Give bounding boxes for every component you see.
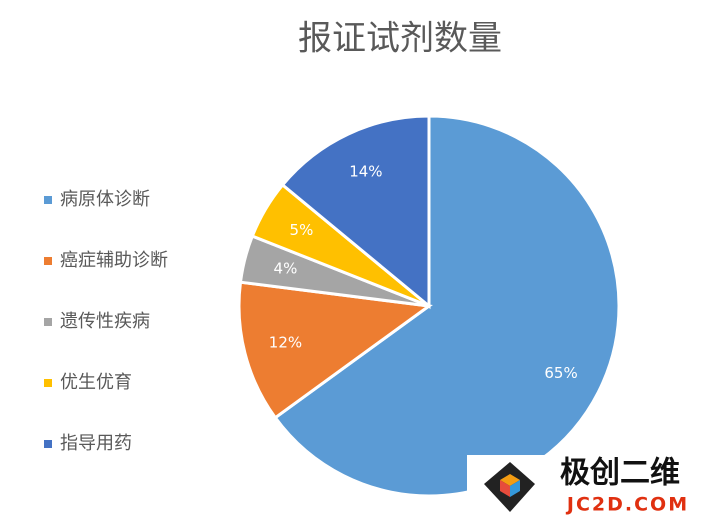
data-label: 4% [274, 260, 298, 278]
legend-swatch [44, 257, 52, 265]
pie-slice [273, 114, 621, 498]
legend-swatch [44, 379, 52, 387]
legend-label: 病原体诊断 [60, 189, 150, 210]
data-label: 65% [544, 364, 577, 382]
watermark: 极创二维 JC2D.COM [467, 455, 717, 518]
data-label: 12% [269, 333, 302, 351]
legend-swatch [44, 196, 52, 204]
data-label: 14% [349, 162, 382, 180]
pie-slice [280, 114, 431, 310]
pie-slice [237, 280, 433, 420]
watermark-name: 极创二维 [560, 456, 680, 491]
legend-label: 遗传性疾病 [60, 311, 150, 332]
legend-swatch [44, 318, 52, 326]
chart-title: 报证试剂数量 [298, 19, 502, 59]
data-label: 5% [290, 221, 314, 239]
watermark-url: JC2D.COM [565, 494, 689, 516]
legend-label: 优生优育 [60, 372, 132, 393]
legend-label: 指导用药 [60, 433, 132, 454]
legend-label: 癌症辅助诊断 [60, 250, 168, 271]
legend-swatch [44, 440, 52, 448]
watermark-logo-left [500, 480, 510, 497]
watermark-logo-right [510, 480, 520, 497]
